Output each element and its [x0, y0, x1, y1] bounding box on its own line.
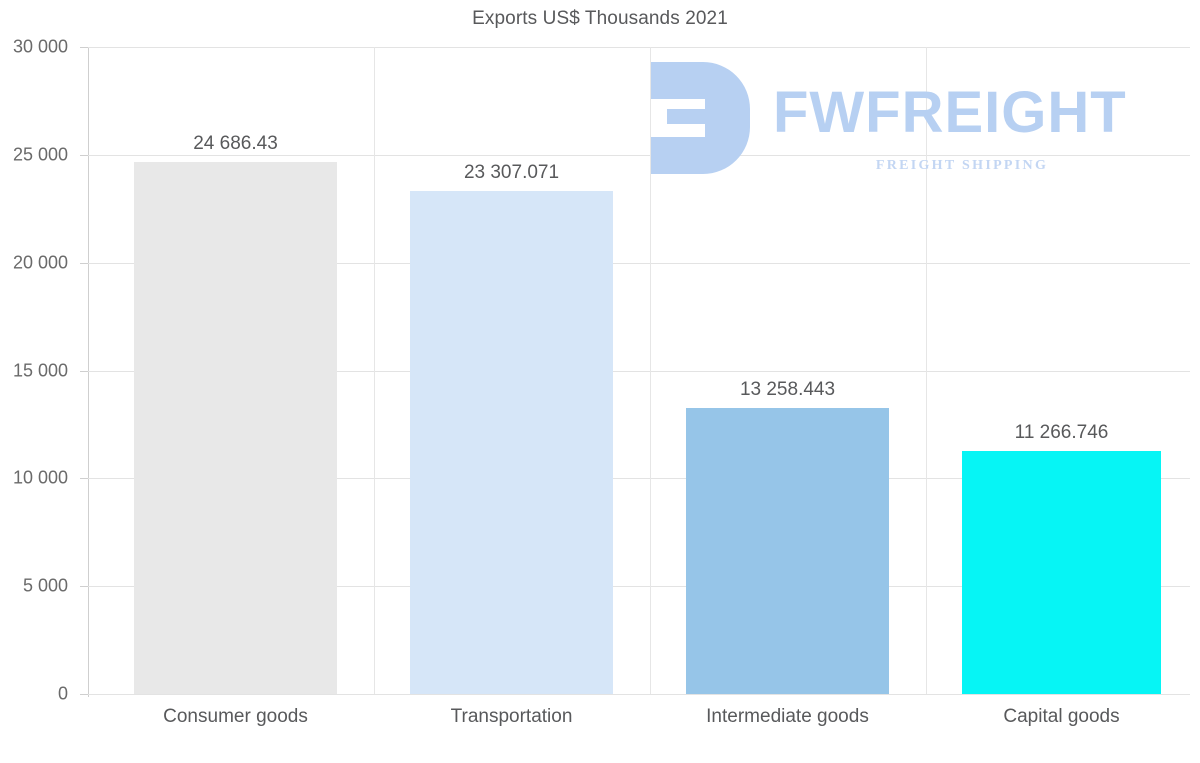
gridline-horizontal — [88, 262, 1190, 264]
y-axis-tick-label: 25 000 — [12, 144, 68, 165]
plot-area: 0 5 000 10 000 15 000 20 000 25 000 30 000 24 … — [13, 37, 1190, 704]
y-axis-tick-mark — [80, 262, 88, 264]
gridline-vertical — [926, 47, 927, 694]
gridline-vertical — [650, 47, 651, 694]
y-axis-tick-mark — [80, 694, 88, 695]
gridline-horizontal — [88, 694, 1190, 695]
bar-value-label: 24 686.43 — [193, 132, 278, 154]
gridline-horizontal — [88, 47, 1190, 48]
y-axis-tick-mark — [80, 478, 88, 480]
gridline-horizontal — [88, 586, 1190, 588]
y-axis-tick-label: 5 000 — [22, 575, 68, 596]
bar[interactable] — [686, 408, 889, 694]
x-axis-category-label: Capital goods — [1003, 706, 1120, 727]
y-axis-tick-label: 15 000 — [12, 360, 68, 380]
gridline-horizontal — [88, 154, 1190, 156]
bar-value-label: 11 266.746 — [1014, 422, 1109, 443]
y-axis-tick-label: 10 000 — [12, 467, 68, 488]
bar[interactable] — [962, 451, 1161, 694]
y-axis-line — [88, 47, 89, 697]
gridline-vertical — [374, 47, 375, 694]
y-axis-tick-mark — [80, 586, 88, 588]
y-axis-tick-label: 0 — [57, 683, 68, 704]
bar-value-label: 13 258.443 — [739, 379, 836, 401]
y-axis-tick-label: 20 000 — [12, 252, 68, 273]
y-axis-tick-mark — [80, 47, 88, 48]
bar[interactable] — [134, 161, 337, 694]
bar-value-label: 23 307.071 — [463, 162, 560, 184]
bar[interactable] — [410, 191, 613, 694]
y-axis-tick-mark — [80, 370, 88, 372]
y-axis-tick-label: 30 000 — [12, 36, 68, 57]
chart-title: Exports US$ Thousands 2021 — [472, 8, 728, 29]
x-axis-category-label: Transportation — [450, 706, 573, 727]
gridline-horizontal — [88, 478, 1190, 480]
x-axis-category-label: Consumer goods — [163, 706, 308, 727]
x-axis-category-label: Intermediate goods — [706, 706, 869, 727]
y-axis-tick-mark — [80, 154, 88, 156]
gridline-horizontal — [88, 370, 1190, 372]
